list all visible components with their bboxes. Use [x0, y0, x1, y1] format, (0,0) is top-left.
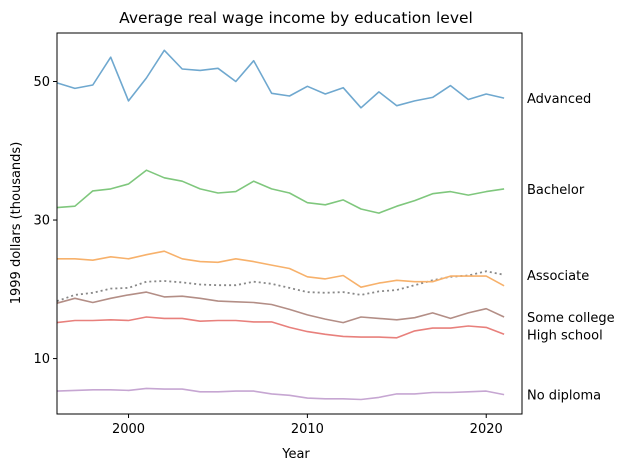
y-tick-label: 50: [33, 75, 50, 90]
series-line-high-school: [56, 316, 505, 339]
series-label-advanced: Advanced: [527, 92, 591, 107]
series-labels: Advanced Bachelor Associate Some college Hig…: [527, 92, 615, 404]
series-label-bachelor: Bachelor: [527, 183, 585, 198]
series-label-high-school: High school: [527, 328, 603, 343]
series-line-no-diploma: [56, 387, 505, 401]
series-layer: [56, 49, 505, 401]
series-line-4: [57, 250, 505, 289]
series-line-bachelor: [56, 169, 505, 214]
x-tick-label: 2010: [291, 422, 324, 437]
x-axis-label: Year: [281, 447, 310, 462]
series-label-no-diploma: No diploma: [527, 389, 601, 404]
axes: [56, 32, 523, 415]
series-line-advanced: [56, 49, 505, 109]
series-line-associate: [56, 270, 505, 302]
x-tick-label: 2020: [470, 422, 503, 437]
chart-title: Average real wage income by education le…: [119, 9, 473, 27]
series-label-associate: Associate: [527, 269, 589, 284]
y-axis-label: 1999 dollars (thousands): [9, 142, 24, 305]
ticks: 2000 2010 2020 10 30 50: [33, 75, 502, 437]
plot-frame: [56, 32, 523, 415]
x-tick-label: 2000: [112, 422, 145, 437]
y-tick-label: 30: [33, 214, 50, 229]
series-label-some-college: Some college: [527, 311, 615, 326]
series-line-some-college: [56, 291, 505, 324]
y-tick-label: 10: [33, 352, 50, 367]
